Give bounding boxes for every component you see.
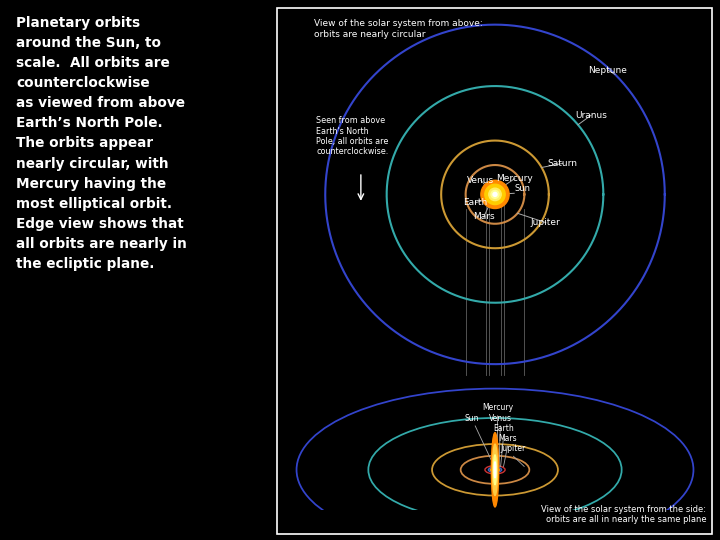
Text: Mars: Mars — [498, 434, 517, 443]
Text: View of the solar system from above:
orbits are nearly circular: View of the solar system from above: orb… — [315, 19, 483, 39]
Text: Saturn: Saturn — [548, 159, 577, 168]
Text: Venus: Venus — [489, 414, 512, 422]
Text: Jupiter: Jupiter — [531, 218, 561, 227]
Text: Neptune: Neptune — [588, 66, 627, 75]
Circle shape — [494, 462, 496, 478]
Text: View of the solar system from the side:
orbits are all in nearly the same plane: View of the solar system from the side: … — [541, 505, 706, 524]
Text: Earth: Earth — [493, 424, 514, 433]
Text: Sun: Sun — [464, 414, 479, 422]
Circle shape — [489, 188, 501, 200]
Text: Mercury: Mercury — [482, 403, 513, 413]
Text: Sun: Sun — [515, 184, 531, 193]
Text: Jupiter: Jupiter — [501, 444, 526, 453]
Text: Venus: Venus — [467, 176, 495, 185]
Text: Earth: Earth — [463, 198, 487, 207]
Circle shape — [493, 455, 497, 485]
Text: Uranus: Uranus — [575, 111, 607, 120]
Text: Planetary orbits
around the Sun, to
scale.  All orbits are
counterclockwise
as v: Planetary orbits around the Sun, to scal… — [16, 16, 187, 271]
Circle shape — [491, 191, 499, 198]
Circle shape — [492, 444, 498, 496]
Text: Mercury: Mercury — [496, 174, 533, 183]
Text: Seen from above
Earth's North
Pole, all orbits are
counterclockwise.: Seen from above Earth's North Pole, all … — [316, 116, 389, 157]
Text: Mars: Mars — [473, 212, 495, 221]
Circle shape — [481, 180, 509, 208]
Circle shape — [491, 433, 499, 507]
Circle shape — [485, 184, 505, 205]
Circle shape — [493, 192, 497, 197]
